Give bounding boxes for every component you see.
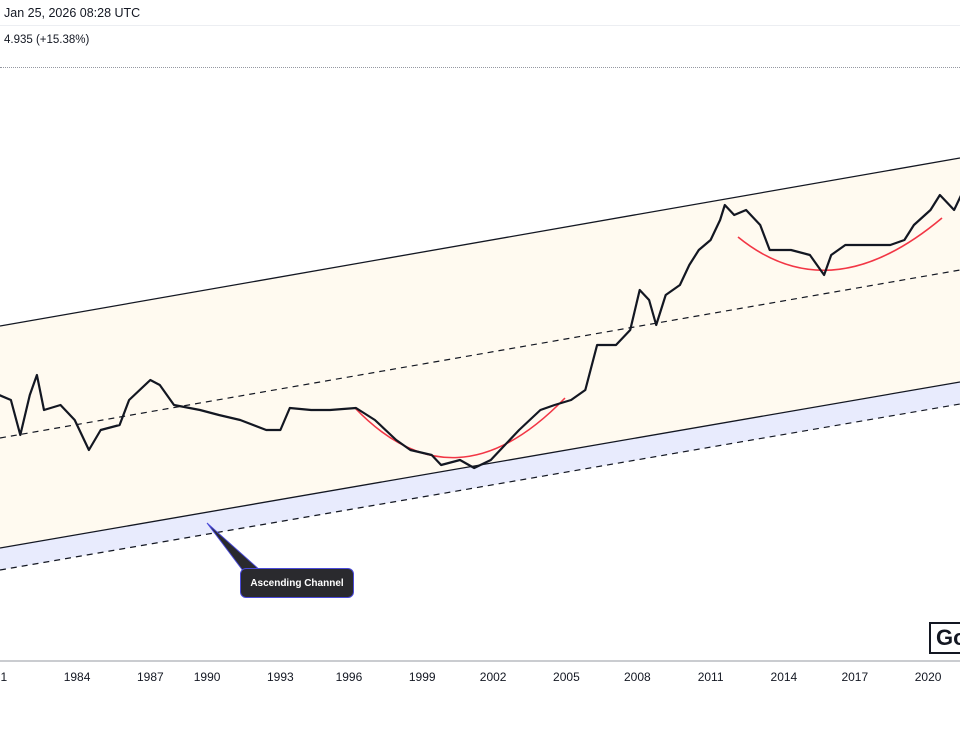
x-tick-label: 1999 [409,670,436,684]
x-tick-label: 2011 [698,670,724,684]
ascending-channel-label[interactable]: Ascending Channel [240,568,354,598]
x-tick-label: 2020 [915,670,942,684]
x-tick-label: 1993 [267,670,294,684]
channel-lower-dashed-line [0,403,960,571]
x-tick-label: 2005 [553,670,580,684]
x-tick-label: 1990 [194,670,221,684]
x-tick-label: 2008 [624,670,651,684]
dotted-price-line [0,67,960,68]
lower-band-fill [0,382,960,570]
channel-upper-line [0,157,960,327]
x-tick-label: 2017 [841,670,868,684]
callout-pointer [206,522,264,573]
price-change: 4.935 (+15.38%) [4,34,90,46]
channel-middle-line [0,269,960,439]
channel-fill [0,158,960,548]
header-datetime: Jan 25, 2026 08:28 UTC [4,6,141,20]
logo: Go [929,622,960,654]
x-tick-label: 2002 [480,670,507,684]
rounding-bottom-arc [354,397,566,459]
price-line [0,193,960,470]
rounding-bottom-arc [737,217,943,272]
x-tick-label: 1 [0,670,7,684]
x-tick-label: 1996 [336,670,363,684]
x-tick-label: 2014 [771,670,798,684]
x-tick-label: 1984 [64,670,91,684]
header-bar: Jan 25, 2026 08:28 UTC [0,0,960,26]
x-tick-label: 1987 [137,670,164,684]
